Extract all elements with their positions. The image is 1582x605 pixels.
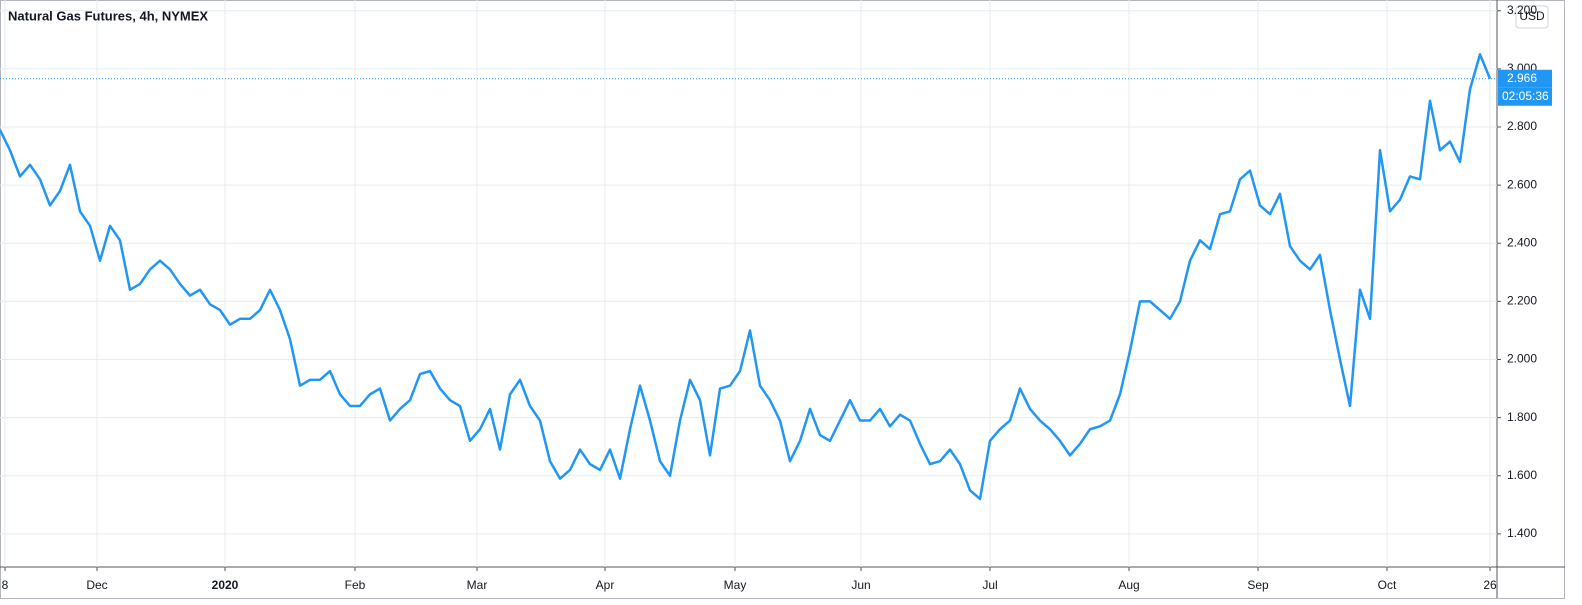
- x-tick-label: Dec: [86, 578, 107, 592]
- last-price-label: 2.966: [1507, 71, 1537, 85]
- y-tick-label: 2.200: [1507, 294, 1537, 308]
- chart-title: Natural Gas Futures, 4h, NYMEX: [8, 8, 208, 23]
- y-tick-label: 1.800: [1507, 410, 1537, 424]
- countdown-label: 02:05:36: [1502, 89, 1549, 103]
- y-tick-label: 2.400: [1507, 235, 1537, 249]
- x-tick-label: 26: [1483, 578, 1497, 592]
- x-tick-label: Sep: [1247, 578, 1269, 592]
- x-tick-label: 2020: [212, 578, 239, 592]
- y-tick-label: 3.200: [1507, 3, 1537, 17]
- x-tick-label: Aug: [1118, 578, 1139, 592]
- last-price-box: [1498, 69, 1552, 88]
- x-tick-label: Jun: [851, 578, 870, 592]
- grid: [0, 0, 1497, 567]
- y-tick-label: 2.600: [1507, 177, 1537, 191]
- countdown-box: [1498, 87, 1552, 106]
- y-tick-label: 2.000: [1507, 352, 1537, 366]
- x-tick-label: Mar: [467, 578, 488, 592]
- x-tick-label: 8: [2, 578, 9, 592]
- plot: [0, 53, 1497, 501]
- y-tick-label: 1.400: [1507, 526, 1537, 540]
- x-tick-label: May: [724, 578, 747, 592]
- chart-frame: [0, 0, 1565, 599]
- y-tick-label: 1.600: [1507, 468, 1537, 482]
- currency-box: [1515, 5, 1549, 29]
- price-line: [0, 53, 1492, 501]
- x-tick-label: Feb: [345, 578, 366, 592]
- y-tick-label: 2.800: [1507, 119, 1537, 133]
- x-tick-label: Oct: [1378, 578, 1397, 592]
- x-tick-label: Jul: [982, 578, 997, 592]
- currency-label: USD: [1519, 9, 1545, 23]
- x-tick-label: Apr: [596, 578, 615, 592]
